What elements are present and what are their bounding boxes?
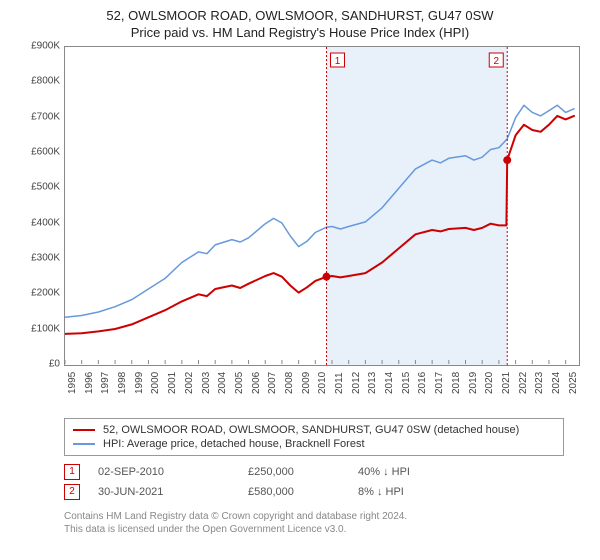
x-tick-label: 2001 (167, 372, 178, 394)
sale-label-2: 2 (493, 56, 499, 67)
plot-area-wrap: £0 £100K £200K £300K £400K £500K £600K £700K £80… (20, 46, 580, 386)
x-tick-label: 2014 (384, 372, 395, 394)
y-tick-label: £100K (31, 323, 60, 334)
legend-row: 52, OWLSMOOR ROAD, OWLSMOOR, SANDHURST, … (73, 423, 555, 437)
y-tick-label: £900K (31, 41, 60, 52)
x-tick-label: 1998 (117, 372, 128, 394)
y-tick-label: £500K (31, 182, 60, 193)
footnote: Contains HM Land Registry data © Crown c… (64, 510, 564, 536)
x-tick-label: 1996 (84, 372, 95, 394)
y-tick-label: £700K (31, 111, 60, 122)
x-tick-label: 2022 (518, 372, 529, 394)
legend-label: 52, OWLSMOOR ROAD, OWLSMOOR, SANDHURST, … (103, 424, 519, 436)
chart-container: 52, OWLSMOOR ROAD, OWLSMOOR, SANDHURST, … (0, 0, 600, 560)
x-tick-label: 2021 (501, 372, 512, 394)
x-tick-label: 2006 (251, 372, 262, 394)
footnote-line2: This data is licensed under the Open Gov… (64, 523, 564, 536)
x-tick-label: 2018 (451, 372, 462, 394)
x-tick-label: 2008 (284, 372, 295, 394)
shade-band (327, 47, 508, 365)
x-tick-label: 2015 (401, 372, 412, 394)
sale-date: 02-SEP-2010 (98, 466, 248, 478)
legend-swatch (73, 443, 95, 445)
legend-label: HPI: Average price, detached house, Brac… (103, 438, 365, 450)
y-tick-label: £0 (49, 359, 60, 370)
sale-price: £250,000 (248, 466, 358, 478)
x-tick-label: 2024 (551, 372, 562, 394)
x-tick-label: 1997 (100, 372, 111, 394)
sale-marker-box: 2 (64, 484, 80, 500)
legend: 52, OWLSMOOR ROAD, OWLSMOOR, SANDHURST, … (64, 418, 564, 456)
x-tick-label: 2016 (417, 372, 428, 394)
legend-row: HPI: Average price, detached house, Brac… (73, 437, 555, 451)
x-tick-label: 1999 (134, 372, 145, 394)
chart-svg: 12 (65, 47, 579, 365)
sale-label-1: 1 (335, 56, 341, 67)
x-tick-label: 2000 (150, 372, 161, 394)
x-tick-label: 2004 (217, 372, 228, 394)
sale-price: £580,000 (248, 486, 358, 498)
x-tick-label: 2023 (534, 372, 545, 394)
x-tick-label: 2025 (568, 372, 579, 394)
x-tick-label: 2007 (267, 372, 278, 394)
x-tick-label: 2002 (184, 372, 195, 394)
chart-title-line2: Price paid vs. HM Land Registry's House … (0, 23, 600, 46)
x-tick-label: 2010 (317, 372, 328, 394)
plot-area: 12 (64, 46, 580, 366)
x-tick-label: 2017 (434, 372, 445, 394)
x-tick-label: 2020 (484, 372, 495, 394)
legend-swatch (73, 429, 95, 431)
y-tick-label: £300K (31, 253, 60, 264)
x-tick-label: 2005 (234, 372, 245, 394)
x-tick-label: 2013 (367, 372, 378, 394)
x-tick-label: 1995 (67, 372, 78, 394)
sale-dot-1 (323, 273, 331, 281)
sales-row: 2 30-JUN-2021£580,0008% ↓ HPI (64, 482, 564, 502)
y-tick-label: £400K (31, 217, 60, 228)
x-tick-label: 2003 (201, 372, 212, 394)
sale-diff: 40% ↓ HPI (358, 466, 410, 478)
y-tick-label: £800K (31, 76, 60, 87)
footnote-line1: Contains HM Land Registry data © Crown c… (64, 510, 564, 523)
sale-date: 30-JUN-2021 (98, 486, 248, 498)
y-tick-label: £200K (31, 288, 60, 299)
sale-dot-2 (503, 156, 511, 164)
x-tick-label: 2012 (351, 372, 362, 394)
sales-row: 1 02-SEP-2010£250,00040% ↓ HPI (64, 462, 564, 482)
y-axis-labels: £0 £100K £200K £300K £400K £500K £600K £700K £80… (20, 46, 62, 386)
chart-title-line1: 52, OWLSMOOR ROAD, OWLSMOOR, SANDHURST, … (0, 0, 600, 23)
x-tick-label: 2009 (301, 372, 312, 394)
y-tick-label: £600K (31, 147, 60, 158)
sales-table: 1 02-SEP-2010£250,00040% ↓ HPI 2 30-JUN-202… (64, 462, 564, 502)
sale-marker-box: 1 (64, 464, 80, 480)
sale-diff: 8% ↓ HPI (358, 486, 404, 498)
x-axis-labels: 1995199619971998199920002001200220032004… (64, 368, 580, 386)
x-tick-label: 2019 (468, 372, 479, 394)
x-tick-label: 2011 (334, 372, 345, 394)
